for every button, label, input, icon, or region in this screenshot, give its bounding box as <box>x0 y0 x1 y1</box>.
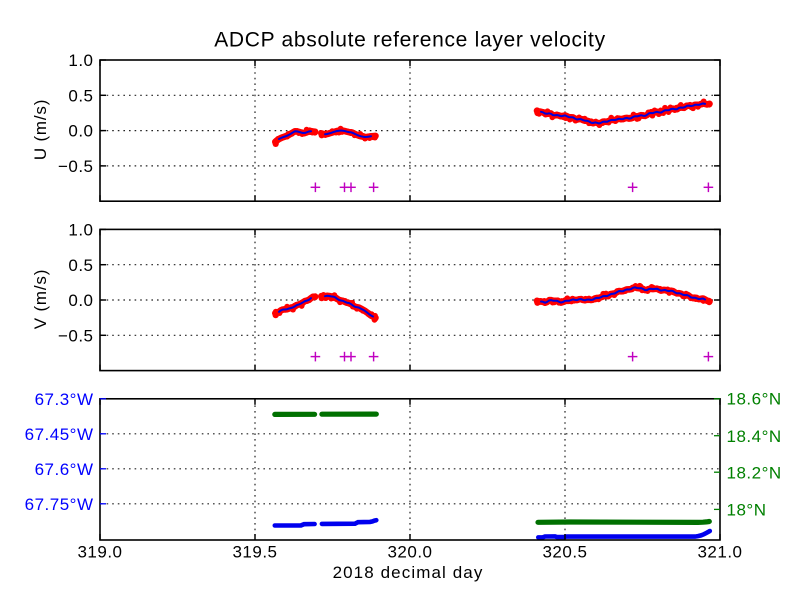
svg-text:67.3°W: 67.3°W <box>35 390 94 409</box>
svg-text:320.0: 320.0 <box>387 543 432 562</box>
svg-text:18.2°N: 18.2°N <box>727 463 782 482</box>
svg-text:67.75°W: 67.75°W <box>25 495 94 514</box>
svg-text:0.5: 0.5 <box>68 256 93 275</box>
svg-text:18.4°N: 18.4°N <box>727 427 782 446</box>
svg-text:320.5: 320.5 <box>542 543 587 562</box>
svg-text:1.0: 1.0 <box>68 221 93 240</box>
svg-text:ADCP absolute reference layer: ADCP absolute reference layer velocity <box>214 29 606 52</box>
svg-text:18°N: 18°N <box>727 501 767 520</box>
svg-text:321.0: 321.0 <box>697 543 742 562</box>
svg-text:−0.5: −0.5 <box>58 157 94 176</box>
svg-text:0.0: 0.0 <box>68 122 93 141</box>
svg-text:1.0: 1.0 <box>68 51 93 70</box>
svg-text:67.45°W: 67.45°W <box>25 425 94 444</box>
svg-text:0.0: 0.0 <box>68 291 93 310</box>
svg-text:319.5: 319.5 <box>232 543 277 562</box>
svg-text:0.5: 0.5 <box>68 86 93 105</box>
svg-text:67.6°W: 67.6°W <box>35 460 94 479</box>
svg-text:319.0: 319.0 <box>77 543 122 562</box>
svg-text:−0.5: −0.5 <box>58 326 94 345</box>
svg-text:2018 decimal day: 2018 decimal day <box>333 563 484 582</box>
svg-text:18.6°N: 18.6°N <box>727 390 782 409</box>
svg-text:U (m/s): U (m/s) <box>31 99 50 160</box>
svg-text:V (m/s): V (m/s) <box>31 269 50 329</box>
